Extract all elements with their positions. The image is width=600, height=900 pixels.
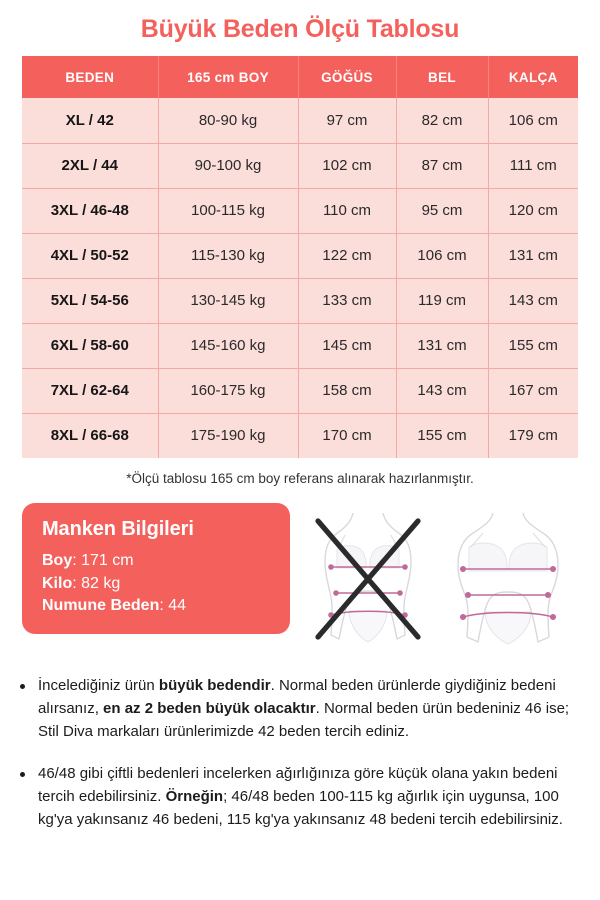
- cell-gogus: 102 cm: [298, 143, 397, 189]
- note-text: İncelediğiniz ürün büyük bedendir. Norma…: [38, 675, 580, 743]
- note-emphasis: büyük bedendir: [158, 677, 271, 694]
- cell-beden: 7XL / 62-64: [22, 368, 159, 414]
- model-sample-size-line: Numune Beden: 44: [42, 595, 270, 618]
- cell-boy: 80-90 kg: [158, 98, 299, 144]
- model-height-value: : 171 cm: [72, 552, 134, 569]
- cell-boy: 145-160 kg: [158, 323, 299, 369]
- table-column-header-1: 165 cm BOY: [158, 56, 299, 98]
- table-column-header-2: GÖĞÜS: [298, 56, 397, 98]
- cell-boy: 115-130 kg: [158, 233, 299, 279]
- cell-boy: 175-190 kg: [158, 413, 299, 458]
- plus-size-figure-icon: [457, 512, 559, 645]
- note-item-1: 46/48 gibi çiftli bedenleri incelerken a…: [20, 763, 580, 831]
- cell-gogus: 110 cm: [298, 188, 397, 234]
- cell-boy: 100-115 kg: [158, 188, 299, 234]
- cell-boy: 160-175 kg: [158, 368, 299, 414]
- model-height-line: Boy: 171 cm: [42, 550, 270, 573]
- table-row: 7XL / 62-64 160-175 kg 158 cm 143 cm 167 cm: [22, 368, 578, 414]
- table-column-header-0: BEDEN: [22, 56, 159, 98]
- cell-gogus: 170 cm: [298, 413, 397, 458]
- cell-gogus: 133 cm: [298, 278, 397, 324]
- size-table-container: BEDEN 165 cm BOY GÖĞÜS BEL KALÇA XL / 42 80-9…: [22, 56, 578, 458]
- cell-kalca: 131 cm: [488, 233, 578, 279]
- table-header-row: BEDEN 165 cm BOY GÖĞÜS BEL KALÇA: [22, 56, 578, 98]
- cell-beden: 6XL / 58-60: [22, 323, 159, 369]
- note-emphasis: Örneğin: [165, 788, 224, 806]
- cell-beden: 3XL / 46-48: [22, 188, 159, 234]
- table-footnote: *Ölçü tablosu 165 cm boy referans alınar…: [126, 471, 474, 486]
- table-row: XL / 42 80-90 kg 97 cm 82 cm 106 cm: [22, 98, 578, 144]
- note-span: İncelediğiniz ürün: [38, 677, 159, 694]
- model-height-label: Boy: [42, 552, 73, 569]
- slim-body-figure-crossed-out: [309, 505, 427, 653]
- cell-bel: 155 cm: [396, 413, 489, 458]
- cell-beden: XL / 42: [22, 98, 159, 144]
- cell-boy: 90-100 kg: [158, 143, 299, 189]
- cell-beden: 8XL / 66-68: [22, 413, 159, 458]
- cell-gogus: 97 cm: [298, 98, 397, 144]
- cell-bel: 95 cm: [396, 188, 489, 234]
- table-row: 4XL / 50-52 115-130 kg 122 cm 106 cm 131 cm: [22, 233, 578, 279]
- table-column-header-3: BEL: [396, 56, 489, 98]
- cell-gogus: 122 cm: [298, 233, 397, 279]
- bullet-dot-icon: [20, 772, 25, 778]
- table-row: 5XL / 54-56 130-145 kg 133 cm 119 cm 143 cm: [22, 278, 578, 324]
- model-info-card: Manken Bilgileri Boy: 171 cm Kilo: 82 kg…: [22, 503, 290, 635]
- table-row: 3XL / 46-48 100-115 kg 110 cm 95 cm 120 cm: [22, 188, 578, 234]
- cell-kalca: 143 cm: [488, 278, 578, 324]
- cell-gogus: 158 cm: [298, 368, 397, 414]
- note-span: . Normal beden ürün bedeniniz 46 ise; St…: [38, 699, 570, 740]
- note-emphasis: en az 2 beden büyük olacaktır: [103, 699, 316, 717]
- body-figures: [298, 503, 578, 653]
- note-item-0: İncelediğiniz ürün büyük bedendir. Norma…: [20, 675, 580, 743]
- note-text: 46/48 gibi çiftli bedenleri incelerken a…: [38, 763, 580, 831]
- page-title: Büyük Beden Ölçü Tablosu: [140, 15, 460, 43]
- cell-bel: 87 cm: [396, 143, 489, 189]
- cell-kalca: 167 cm: [488, 368, 578, 414]
- table-body: XL / 42 80-90 kg 97 cm 82 cm 106 cm 2XL / 44 9…: [22, 98, 578, 458]
- model-sample-size-value: : 44: [159, 597, 187, 615]
- model-info-row: Manken Bilgileri Boy: 171 cm Kilo: 82 kg…: [22, 503, 578, 653]
- model-weight-value: : 82 kg: [72, 574, 121, 592]
- cell-kalca: 120 cm: [488, 188, 578, 234]
- model-weight-label: Kilo: [42, 574, 73, 592]
- slim-figure-icon: [315, 512, 421, 643]
- size-table: BEDEN 165 cm BOY GÖĞÜS BEL KALÇA XL / 42 80-9…: [22, 56, 578, 458]
- note-span: 46/48 gibi çiftli bedenleri incelerken a…: [38, 765, 558, 806]
- table-header: BEDEN 165 cm BOY GÖĞÜS BEL KALÇA: [22, 56, 578, 98]
- cell-bel: 106 cm: [396, 233, 489, 279]
- table-row: 2XL / 44 90-100 kg 102 cm 87 cm 111 cm: [22, 143, 578, 189]
- cell-bel: 82 cm: [396, 98, 489, 144]
- table-row: 6XL / 58-60 145-160 kg 145 cm 131 cm 155 cm: [22, 323, 578, 369]
- plus-size-body-figure: [449, 505, 567, 653]
- cell-beden: 2XL / 44: [22, 143, 159, 189]
- model-card-heading: Manken Bilgileri: [42, 518, 194, 540]
- note-span: ; 46/48 beden 100-115 kg ağırlık için uy…: [38, 788, 563, 828]
- cell-gogus: 145 cm: [298, 323, 397, 369]
- notes-list: İncelediğiniz ürün büyük bedendir. Norma…: [20, 675, 580, 832]
- cell-kalca: 106 cm: [488, 98, 578, 144]
- cell-bel: 131 cm: [396, 323, 489, 369]
- table-row: 8XL / 66-68 175-190 kg 170 cm 155 cm 179 cm: [22, 413, 578, 458]
- cell-beden: 4XL / 50-52: [22, 233, 159, 279]
- cell-bel: 143 cm: [396, 368, 489, 414]
- model-sample-size-label: Numune Beden: [42, 597, 160, 615]
- cell-kalca: 111 cm: [488, 143, 578, 189]
- cell-beden: 5XL / 54-56: [22, 278, 159, 324]
- cell-bel: 119 cm: [396, 278, 489, 324]
- cell-kalca: 179 cm: [488, 413, 578, 458]
- note-span: . Normal beden ürünlerde giydiğiniz bede…: [38, 677, 556, 717]
- cell-boy: 130-145 kg: [158, 278, 299, 324]
- cell-kalca: 155 cm: [488, 323, 578, 369]
- table-column-header-4: KALÇA: [488, 56, 578, 98]
- model-weight-line: Kilo: 82 kg: [42, 573, 270, 596]
- bullet-dot-icon: [20, 684, 25, 689]
